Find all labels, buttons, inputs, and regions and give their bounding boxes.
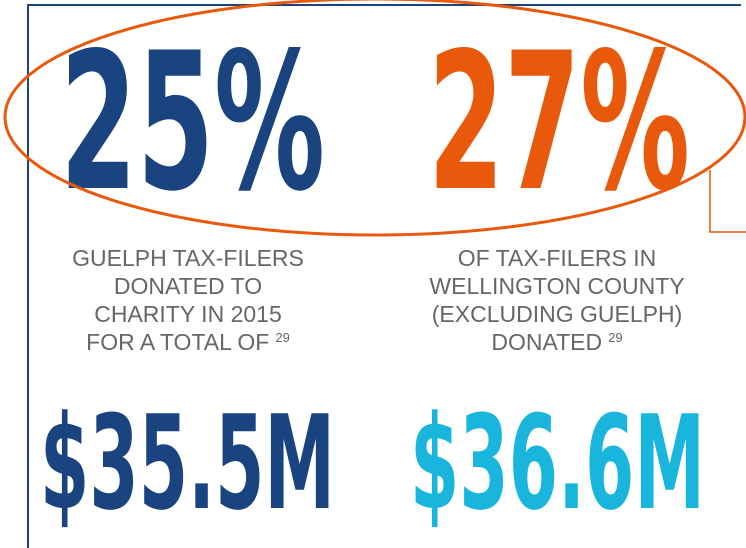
description-line: OF TAX-FILERS IN [458,245,657,271]
percent: 25% [60,12,325,233]
footnote: 29 [608,330,622,345]
highlight-ellipse [3,0,746,237]
description-line: DONATED 29 [491,329,622,355]
amount: $36.6M [410,387,705,539]
description-text: DONATED [491,329,602,355]
description-text: FOR A TOTAL OF [86,329,269,355]
description-line: (EXCLUDING GUELPH) [432,301,682,327]
connector-line [709,170,746,233]
footnote: 29 [275,330,289,345]
description-line: CHARITY IN 2015 [94,301,281,327]
description-line: DONATED TO [114,273,262,299]
description-line: GUELPH TAX-FILERS [72,245,304,271]
description-line: FOR A TOTAL OF 29 [86,329,290,355]
percent: 27% [428,12,690,233]
amount: $35.5M [40,387,335,539]
description: GUELPH TAX-FILERS DONATED TO CHARITY IN … [72,245,684,355]
description-line: WELLINGTON COUNTY [429,273,684,299]
